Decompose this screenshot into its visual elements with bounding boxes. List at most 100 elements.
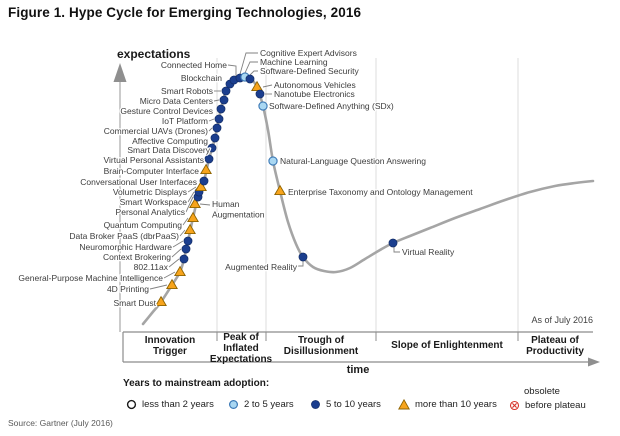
leader-augmented-reality [298, 261, 304, 267]
marker-virtual-personal-assistants [204, 154, 214, 164]
marker-smart-data-discovery [207, 143, 217, 153]
leader-quantum-computing [182, 217, 189, 226]
label-personal-analytics: Personal Analytics [116, 207, 185, 217]
label-autonomous-vehicles: Autonomous Vehicles [274, 80, 356, 90]
x-axis-title: time [346, 364, 370, 376]
leader-data-broker-paas-dbrpaas [179, 229, 186, 237]
leader-general-purpose-machine-intelligence [163, 271, 176, 279]
marker-gesture-control-devices [216, 104, 226, 114]
label-augmented-reality: Augmented Reality [225, 262, 298, 272]
marker-conversational-user-interfaces [199, 176, 209, 186]
label-connected-home: Connected Home [161, 60, 227, 70]
label-802-11ax: 802.11ax [134, 262, 169, 272]
legend-item-less-than-2-years: less than 2 years [126, 398, 214, 411]
label-virtual-reality: Virtual Reality [402, 247, 455, 257]
marker-general-purpose-machine-intelligence [174, 265, 186, 277]
label-smart-robots: Smart Robots [161, 86, 213, 96]
label-virtual-personal-assistants: Virtual Personal Assistants [104, 155, 204, 165]
label-natural-language-question-answering: Natural-Language Question Answering [280, 156, 426, 166]
marker-brain-computer-interface [200, 163, 212, 175]
label-commercial-uavs-drones: Commercial UAVs (Drones) [104, 126, 208, 136]
phase-ticks [216, 332, 519, 341]
label-machine-learning: Machine Learning [260, 57, 328, 67]
label-software-defined-anything-sdx: Software-Defined Anything (SDx) [269, 101, 394, 111]
label-smart-dust: Smart Dust [113, 298, 156, 308]
leader-context-brokering [171, 248, 182, 258]
marker-enterprise-taxonomy-and-ontology-management [274, 184, 286, 196]
legend-item-label: 2 to 5 years [244, 399, 294, 410]
marker-software-defined-anything-sdx [258, 101, 268, 111]
phase-label-plateau-of-productivity: Plateau of Productivity [526, 335, 584, 357]
label-smart-workspace: Smart Workspace [120, 197, 188, 207]
legend-item-label: less than 2 years [142, 399, 214, 410]
marker-smart-dust [155, 295, 167, 307]
y-axis-arrow-icon [113, 63, 127, 82]
as-of-label: As of July 2016 [531, 315, 593, 325]
marker-data-broker-paas-dbrpaas [184, 223, 196, 235]
leader-virtual-reality [393, 247, 400, 253]
time-axis-arrow-icon [588, 357, 600, 367]
legend-item-label: before plateau [525, 400, 586, 411]
marker-quantum-computing [187, 211, 199, 223]
legend-item-obsolete-line1: obsolete [524, 386, 560, 397]
leader-volumetric-displays [187, 186, 197, 193]
marker-volumetric-displays [195, 180, 207, 192]
page-title: Figure 1. Hype Cycle for Emerging Techno… [8, 5, 362, 20]
legend-marker-light-circle-icon [228, 399, 239, 410]
label-smart-data-discovery: Smart Data Discovery [127, 145, 210, 155]
leader-machine-learning [244, 61, 258, 74]
label-human-augmentation: Human Augmentation [212, 199, 265, 220]
leader-software-defined-security [249, 70, 258, 76]
leader-autonomous-vehicles [262, 84, 273, 88]
label-cognitive-expert-advisors: Cognitive Expert Advisors [260, 48, 357, 58]
label-blockchain: Blockchain [181, 73, 222, 83]
marker-autonomous-vehicles [251, 80, 263, 92]
label-context-brokering: Context Brokering [103, 252, 171, 262]
marker-nanotube-electronics [255, 89, 265, 99]
label-software-defined-security: Software-Defined Security [260, 66, 359, 76]
phase-label-slope-of-enlightenment: Slope of Enlightenment [391, 340, 503, 351]
marker-commercial-uavs-drones [212, 123, 222, 133]
label-nanotube-electronics: Nanotube Electronics [274, 89, 355, 99]
phase-label-peak-of-inflated-expectations: Peak of Inflated Expectations [209, 332, 273, 365]
marker-affective-computing [210, 133, 220, 143]
label-4d-printing: 4D Printing [107, 284, 149, 294]
marker-human-augmentation [189, 197, 201, 209]
leader-connected-home [227, 64, 237, 76]
leader-commercial-uavs-drones [208, 127, 213, 132]
legend-title: Years to mainstream adoption: [123, 378, 270, 389]
label-volumetric-displays: Volumetric Displays [113, 187, 187, 197]
legend-item-5-to-10-years: 5 to 10 years [310, 398, 381, 411]
marker-smart-robots [221, 86, 231, 96]
marker-802-11ax [179, 254, 189, 264]
legend-marker-dark-circle-icon [311, 400, 320, 409]
marker-micro-data-centers [219, 95, 229, 105]
marker-iot-platform [214, 114, 224, 124]
label-micro-data-centers: Micro Data Centers [140, 96, 213, 106]
leader-cognitive-expert-advisors [239, 52, 258, 75]
label-gesture-control-devices: Gesture Control Devices [120, 106, 213, 116]
leader-802-11ax [168, 258, 180, 268]
label-affective-computing: Affective Computing [132, 136, 208, 146]
y-axis-title: expectations [117, 47, 191, 61]
leader-smart-workspace [187, 191, 195, 203]
legend-item-label: more than 10 years [415, 399, 497, 410]
label-conversational-user-interfaces: Conversational User Interfaces [80, 177, 197, 187]
marker-4d-printing [166, 278, 178, 290]
marker-context-brokering [181, 244, 191, 254]
label-enterprise-taxonomy-and-ontology-management: Enterprise Taxonomy and Ontology Managem… [288, 187, 473, 197]
marker-neuromorphic-hardware [183, 236, 193, 246]
legend-marker-open-circle-icon [126, 399, 137, 410]
legend-item-obsolete-before-plateau: before plateau [509, 399, 586, 412]
legend-item-more-than-10-years: more than 10 years [398, 398, 497, 411]
legend-marker-obsolete-icon [509, 400, 520, 411]
label-iot-platform: IoT Platform [162, 116, 208, 126]
marker-natural-language-question-answering [268, 156, 278, 166]
phase-label-trough-of-disillusionment: Trough of Disillusionment [283, 335, 359, 357]
source-label: Source: Gartner (July 2016) [8, 418, 113, 428]
legend-marker-triangle-icon [398, 399, 410, 410]
legend-item-label: 5 to 10 years [326, 399, 381, 410]
